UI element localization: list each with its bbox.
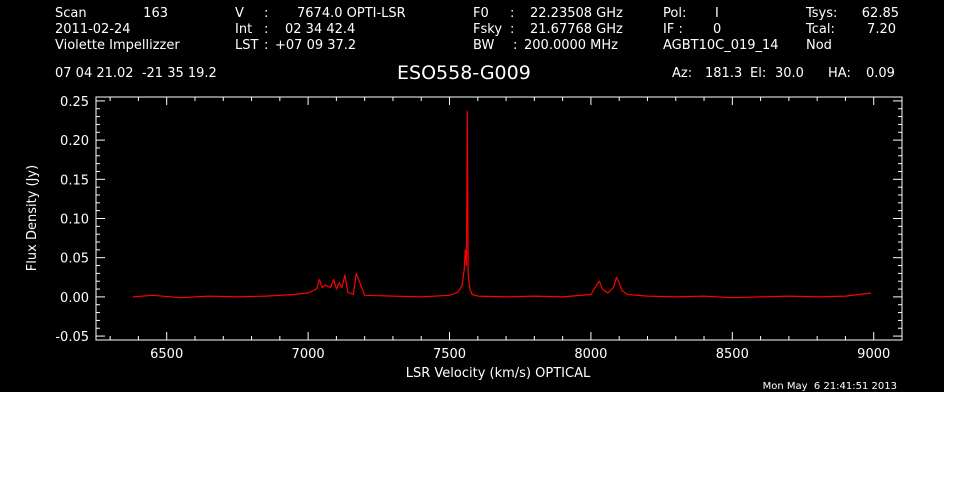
plot-timestamp: Mon May 6 21:41:51 2013 (762, 381, 897, 392)
az-value: 181.3 (705, 66, 743, 81)
tcal-label: Tcal: (806, 22, 835, 37)
el-label: El: (750, 66, 767, 81)
velocity-sep: : (264, 6, 269, 21)
int-label: Int (235, 22, 253, 37)
scan-value: 163 (143, 6, 168, 21)
fsky-sep: : (510, 22, 515, 37)
x-tick-label: 7000 (292, 347, 325, 362)
ha-value: 0.09 (866, 66, 895, 81)
lst-sep: : (264, 38, 269, 53)
f0-value: 22.23508 GHz (530, 6, 623, 21)
int-value: 02 34 42.4 (285, 22, 356, 37)
tsys-label: Tsys: (806, 6, 838, 21)
procedure-name: Nod (806, 38, 832, 53)
x-tick-label: 7500 (433, 347, 466, 362)
fsky-label: Fsky (473, 22, 503, 37)
spectrum-chart: 6500 7000 7500 8000 8500 9000 -0.05 0.00 0.05 0.1… (25, 95, 903, 381)
y-axis-label: Flux Density (Jy) (25, 165, 40, 271)
y-tick-label: 0.05 (60, 252, 89, 267)
y-tick-label: 0.20 (60, 134, 89, 149)
y-tick-label: 0.00 (60, 291, 89, 306)
source-coords: 07 04 21.02 -21 35 19.2 (55, 66, 217, 81)
pol-label: Pol: (663, 6, 687, 21)
f0-sep: : (510, 6, 515, 21)
el-value: 30.0 (775, 66, 804, 81)
ha-label: HA: (828, 66, 851, 81)
project-id: AGBT10C_019_14 (663, 38, 779, 53)
y-tick-label: -0.05 (55, 330, 89, 345)
velocity-value: 7674.0 OPTI-LSR (297, 6, 406, 21)
pol-value: I (715, 6, 719, 21)
bw-value: 200.0000 MHz (524, 38, 618, 53)
y-tick-label: 0.15 (60, 173, 89, 188)
x-axis-label: LSR Velocity (km/s) OPTICAL (406, 366, 591, 381)
az-label: Az: (672, 66, 693, 81)
scan-date: 2011-02-24 (55, 22, 131, 37)
plot-frame (95, 96, 903, 341)
bw-sep: : (513, 38, 518, 53)
velocity-label: V (235, 6, 244, 21)
chart-title: ESO558-G009 (397, 62, 531, 84)
y-tick-label: 0.25 (60, 95, 89, 110)
observer-name: Violette Impellizzer (55, 38, 180, 53)
bw-label: BW (473, 38, 495, 53)
if-label: IF : (663, 22, 683, 37)
lst-value: +07 09 37.2 (275, 38, 357, 53)
tsys-value: 62.85 (861, 6, 899, 21)
scan-label: Scan (55, 6, 87, 21)
fsky-value: 21.67768 GHz (530, 22, 623, 37)
x-tick-label: 9000 (857, 347, 890, 362)
f0-label: F0 (473, 6, 489, 21)
x-tick-label: 6500 (150, 347, 183, 362)
if-value: 0 (713, 22, 722, 37)
tcal-value: 7.20 (867, 22, 896, 37)
x-tick-label: 8500 (716, 347, 749, 362)
plot-panel: Scan 163 2011-02-24 Violette Impellizzer… (0, 0, 944, 392)
spectrum-line (132, 110, 871, 299)
y-tick-label: 0.10 (60, 213, 89, 228)
int-sep: : (264, 22, 269, 37)
lst-label: LST (235, 38, 259, 53)
x-tick-label: 8000 (574, 347, 607, 362)
